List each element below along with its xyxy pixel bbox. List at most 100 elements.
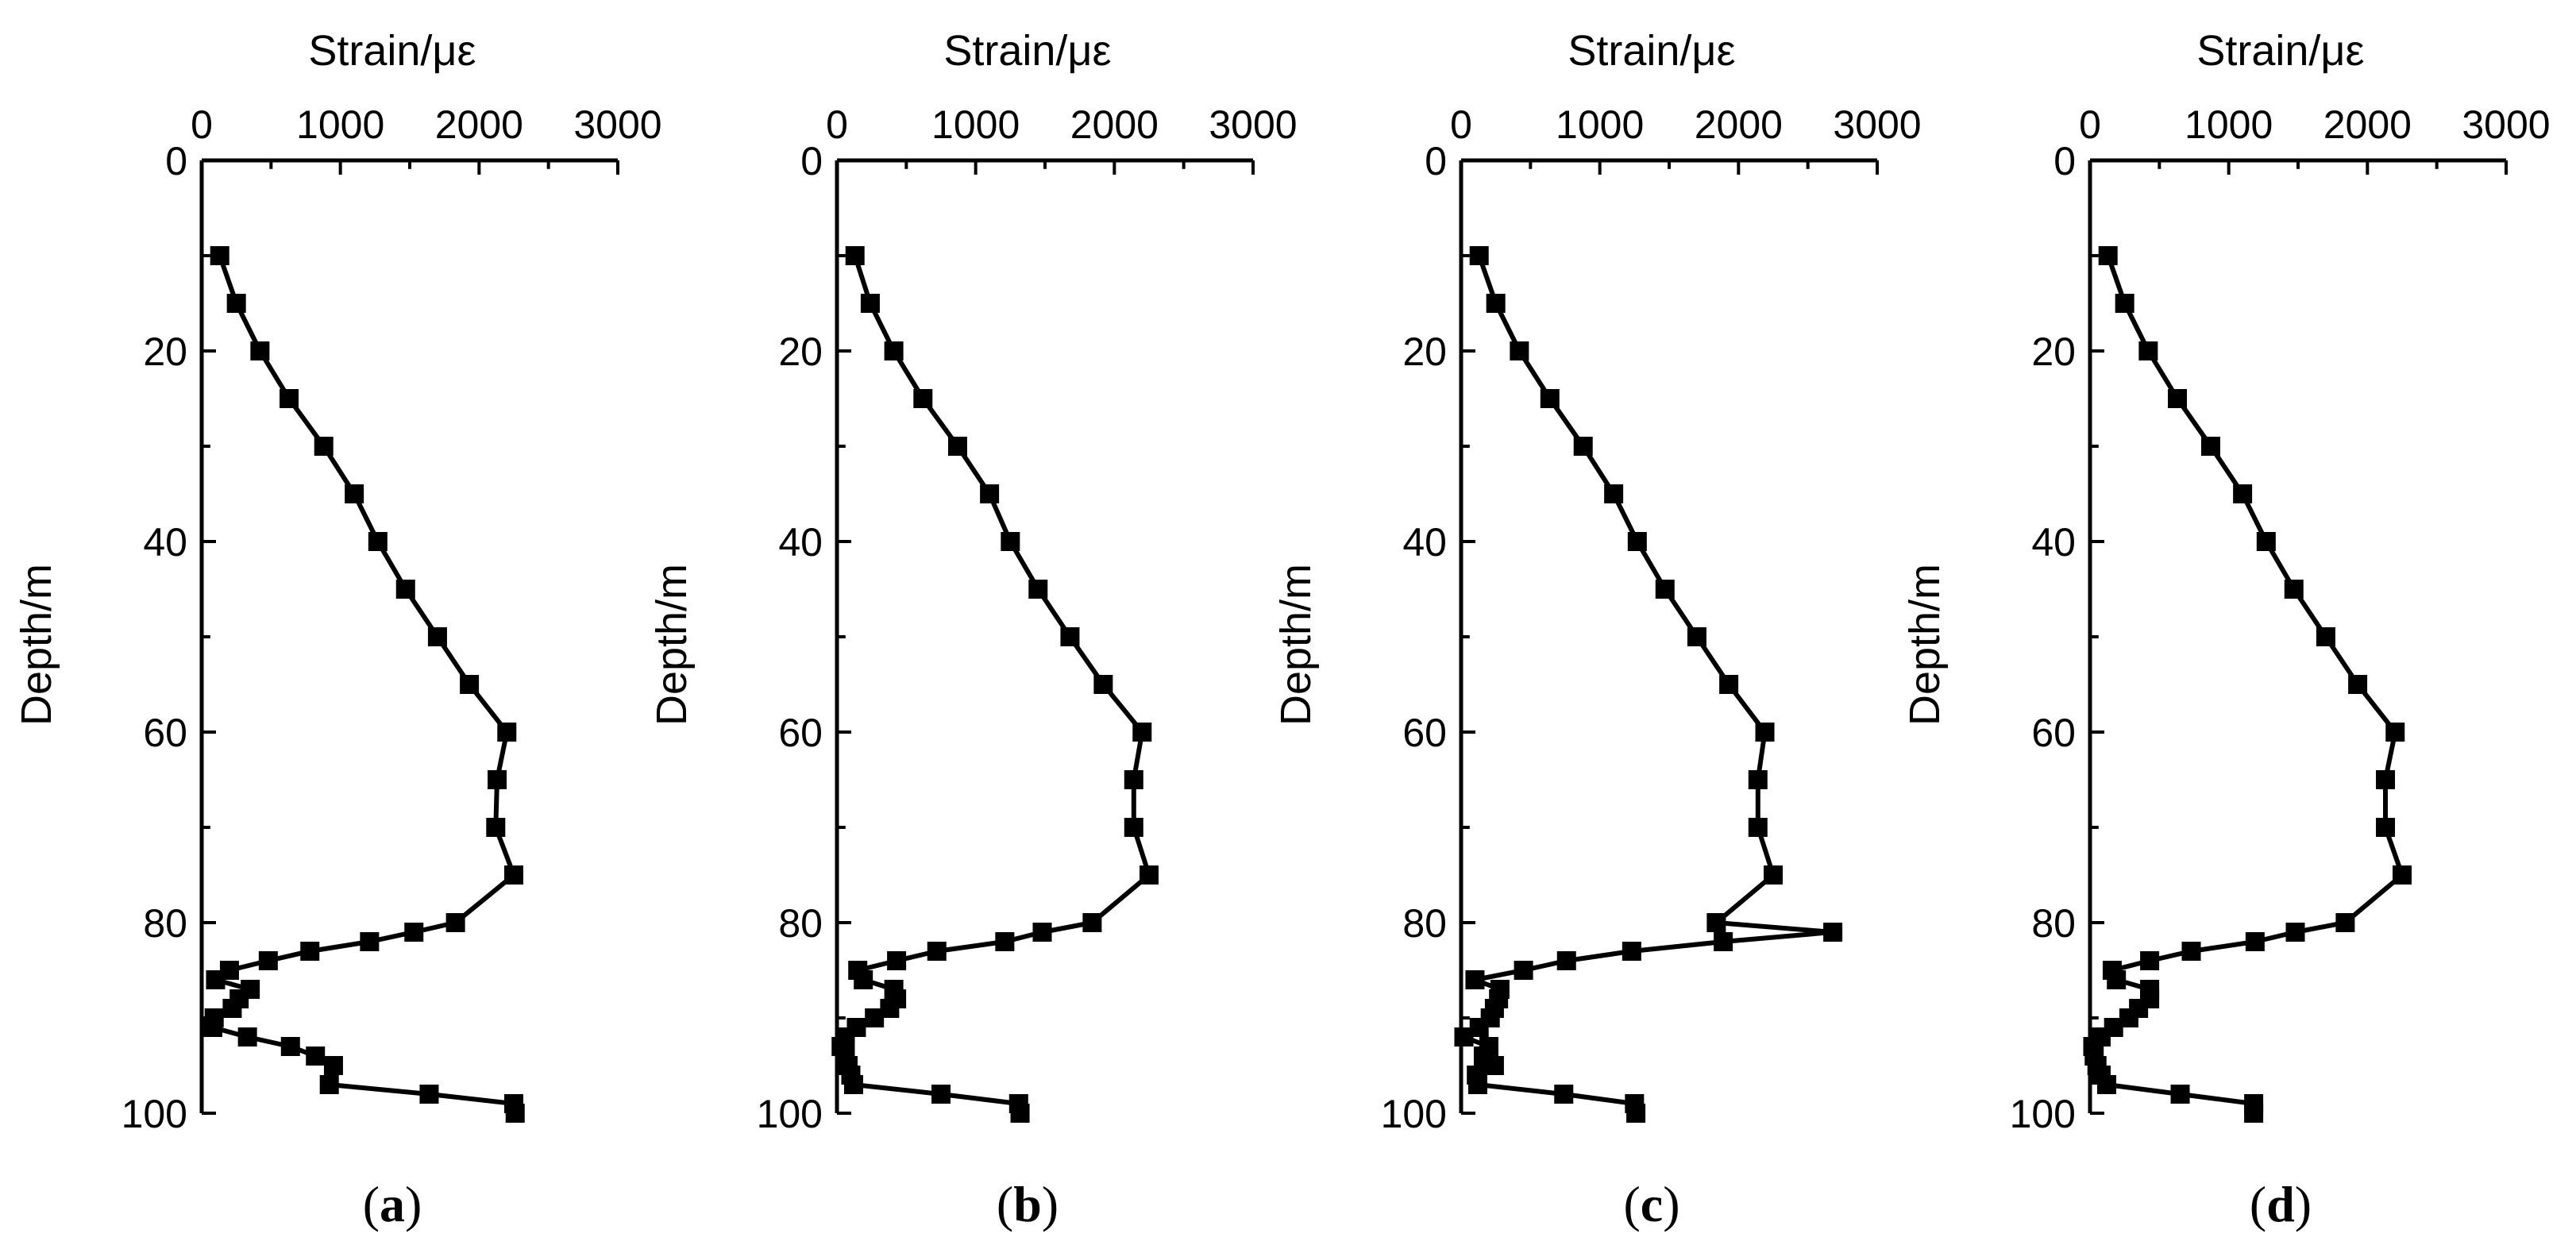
x-tick-label: 1000 xyxy=(2185,102,2273,147)
data-point-marker xyxy=(980,484,1000,503)
data-point-marker xyxy=(1622,942,1641,961)
series-line xyxy=(1461,255,1836,1114)
data-point-marker xyxy=(306,1046,326,1066)
data-point-marker xyxy=(419,1085,439,1104)
data-point-marker xyxy=(1486,294,1506,313)
data-point-marker xyxy=(2170,1085,2190,1104)
data-point-marker xyxy=(995,932,1015,951)
x-axis-title: Strain/με xyxy=(1568,27,1735,75)
data-point-marker xyxy=(1554,1085,1574,1104)
y-tick-label: 80 xyxy=(778,901,823,946)
y-tick-label: 60 xyxy=(143,711,187,755)
data-point-marker xyxy=(2393,865,2412,885)
y-tick-label: 20 xyxy=(143,330,187,374)
x-tick-label: 0 xyxy=(1450,102,1472,147)
x-axis-title: Strain/με xyxy=(2196,27,2364,75)
x-tick-label: 1000 xyxy=(931,102,1020,147)
data-point-marker xyxy=(2181,942,2201,961)
data-point-marker xyxy=(1626,1104,1646,1123)
data-point-marker xyxy=(505,1104,525,1123)
data-point-marker xyxy=(1082,913,1102,932)
data-point-marker xyxy=(2115,294,2134,313)
data-point-marker xyxy=(323,1056,343,1075)
x-tick-label: 2000 xyxy=(1695,102,1783,147)
data-point-marker xyxy=(1028,580,1048,599)
data-point-marker xyxy=(206,970,226,989)
y-tick-label: 100 xyxy=(2010,1092,2076,1136)
y-tick-label: 100 xyxy=(757,1092,823,1136)
data-point-marker xyxy=(1514,961,1533,980)
data-point-marker xyxy=(202,1018,222,1037)
data-point-marker xyxy=(222,999,242,1018)
y-tick-label: 100 xyxy=(1381,1092,1447,1136)
data-point-marker xyxy=(865,1008,885,1027)
data-point-marker xyxy=(1748,770,1768,789)
panel-label-open-paren: ( xyxy=(363,1176,380,1232)
y-tick-label: 60 xyxy=(2031,711,2076,755)
data-point-marker xyxy=(1719,675,1739,694)
data-point-marker xyxy=(2138,341,2158,360)
data-point-marker xyxy=(1556,951,1576,970)
y-tick-label: 20 xyxy=(778,330,823,374)
data-point-marker xyxy=(887,951,907,970)
panel-label-close-paren: ) xyxy=(405,1176,422,1232)
data-point-marker xyxy=(845,246,865,265)
data-point-marker xyxy=(314,437,334,456)
data-point-marker xyxy=(2376,770,2396,789)
panel-label: (b) xyxy=(997,1176,1059,1232)
data-point-marker xyxy=(445,913,465,932)
data-point-marker xyxy=(1627,532,1647,551)
data-point-marker xyxy=(1454,1027,1474,1046)
y-tick-label: 20 xyxy=(1402,330,1447,374)
series-line xyxy=(210,255,518,1114)
x-tick-label: 2000 xyxy=(435,102,523,147)
y-tick-label: 100 xyxy=(121,1092,187,1136)
panel-label-letter: d xyxy=(2266,1176,2295,1232)
y-tick-label: 0 xyxy=(1425,139,1447,183)
data-point-marker xyxy=(2140,951,2160,970)
data-point-marker xyxy=(280,1037,300,1056)
y-tick-label: 40 xyxy=(1402,520,1447,565)
data-point-marker xyxy=(1010,1104,1030,1123)
y-tick-label: 0 xyxy=(165,139,187,183)
data-point-marker xyxy=(2200,437,2220,456)
data-point-marker xyxy=(497,723,517,742)
panel-label-letter: b xyxy=(1013,1176,1042,1232)
data-point-marker xyxy=(1032,923,1052,942)
data-point-marker xyxy=(250,341,270,360)
y-tick-label: 60 xyxy=(778,711,823,755)
data-point-marker xyxy=(1604,484,1624,503)
data-point-marker xyxy=(913,389,933,408)
data-point-marker xyxy=(300,942,320,961)
data-point-marker xyxy=(1469,246,1489,265)
panel-label-close-paren: ) xyxy=(1042,1176,1059,1232)
x-axis-title: Strain/με xyxy=(943,27,1111,75)
data-point-marker xyxy=(860,294,880,313)
data-point-marker xyxy=(884,341,904,360)
x-tick-label: 3000 xyxy=(2462,102,2550,147)
panel-label-open-paren: ( xyxy=(1623,1176,1640,1232)
x-tick-label: 3000 xyxy=(1833,102,1921,147)
data-point-marker xyxy=(1484,1056,1504,1075)
data-point-marker xyxy=(1132,723,1152,742)
data-point-marker xyxy=(1706,913,1726,932)
panel-label-letter: c xyxy=(1641,1176,1663,1232)
data-point-marker xyxy=(368,532,388,551)
data-point-marker xyxy=(460,675,480,694)
data-point-marker xyxy=(404,923,424,942)
data-point-marker xyxy=(319,1075,339,1094)
y-tick-label: 0 xyxy=(800,139,823,183)
data-point-marker xyxy=(210,246,229,265)
data-point-marker xyxy=(2244,1104,2264,1123)
data-point-marker xyxy=(1467,1075,1487,1094)
panel-label-close-paren: ) xyxy=(1663,1176,1679,1232)
data-point-marker xyxy=(2316,627,2335,646)
y-tick-label: 0 xyxy=(2053,139,2076,183)
data-point-marker xyxy=(947,437,967,456)
data-point-marker xyxy=(1060,627,1080,646)
data-point-marker xyxy=(2284,580,2304,599)
data-point-marker xyxy=(237,1027,257,1046)
y-axis-title: Depth/m xyxy=(1901,564,1949,726)
data-point-marker xyxy=(1093,675,1113,694)
